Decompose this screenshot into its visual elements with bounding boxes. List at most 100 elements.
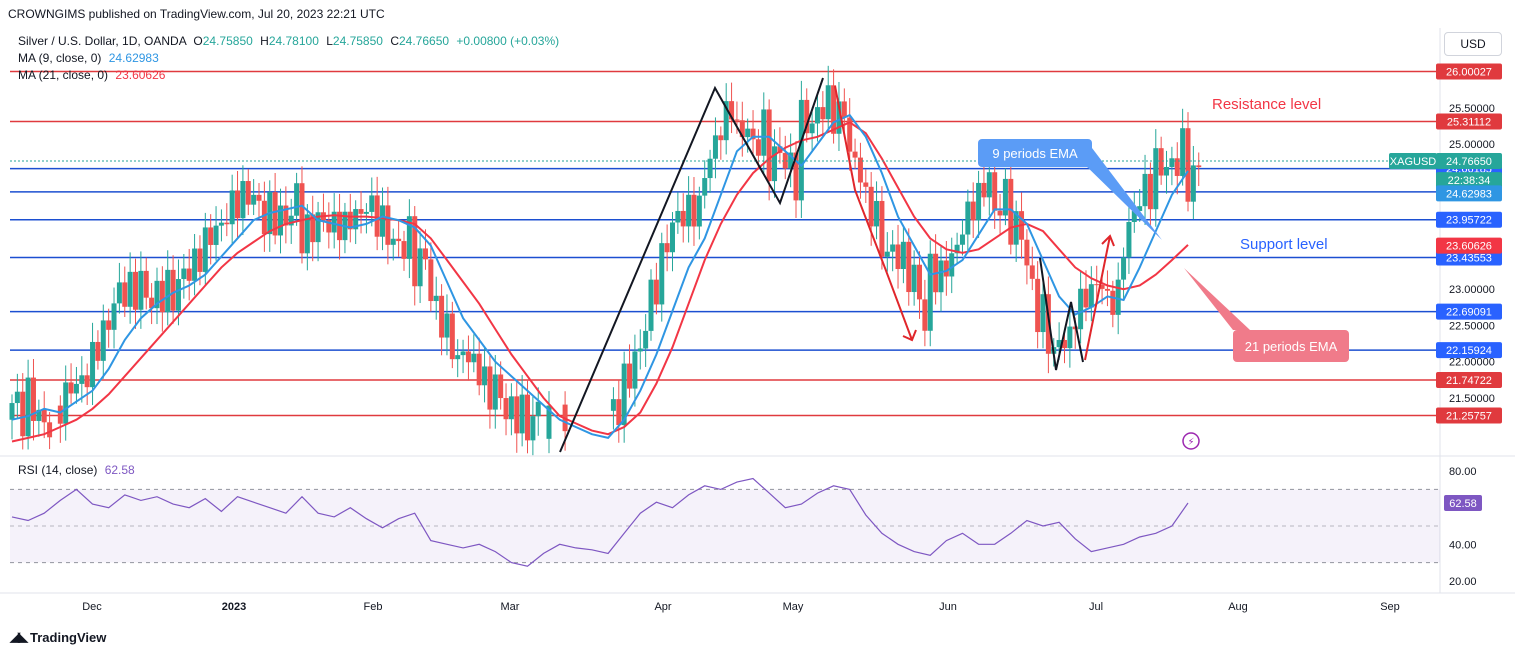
candle-body [793,152,799,201]
candle-body [218,222,224,226]
time-tick-label: 2023 [222,601,246,613]
ma21-label: MA (21, close, 0) [18,68,109,82]
candle-body [283,205,289,226]
price-tick-label: 22.00000 [1449,357,1495,369]
candle-body [390,238,396,245]
time-tick-label: May [783,601,804,613]
candle-body [439,295,445,338]
candle-body [353,209,359,230]
candle-body [890,244,896,252]
candle-body [487,366,493,410]
candle-body [900,241,906,270]
candle-body [976,182,982,221]
candle-body [57,405,63,424]
red-arrow-down-head [902,329,917,342]
candle-body [299,183,305,254]
candle-body [20,391,26,437]
candle-body [718,135,724,141]
price-tag [1436,185,1502,202]
candle-body [798,99,804,201]
tradingview-logo-icon: ◢◣ [10,629,28,644]
candle-body [358,209,364,214]
candle-body [911,264,917,293]
candle-body [138,270,144,310]
ema9-callout: 9 periods EMA [978,139,1092,167]
ma21-line [11,121,1189,443]
time-tick-label: Jul [1089,601,1103,613]
ma9-value: 24.62983 [108,51,159,65]
candle-body [1137,206,1143,211]
candle-body [1131,210,1137,223]
candle-body [874,200,880,227]
candle-body [627,363,633,389]
red-arrow-up-head [1101,234,1115,247]
currency-selector[interactable]: USD [1444,32,1502,56]
candle-body [879,200,885,257]
time-tick-label: Apr [654,601,671,613]
candle-body [1008,178,1014,245]
candle-body [616,399,622,426]
candle-body [251,194,257,205]
candle-body [696,195,702,227]
candle-body [680,210,686,227]
candle-body [401,241,407,259]
candle-body [1061,339,1067,349]
candle-body [847,117,853,152]
candle-body [471,353,477,363]
candle-body [127,271,133,307]
candle-body [895,244,901,270]
candle-body [315,212,321,243]
candle-body [186,268,192,281]
candle-body [106,320,112,330]
candle-body [959,234,965,245]
candle-body [836,101,842,134]
candle-body [1190,165,1196,202]
candle-body [202,227,208,272]
candle-body [1088,284,1094,308]
candle-body [943,260,949,277]
candle-body [455,355,461,360]
tradingview-logo[interactable]: ◢◣ TradingView [10,629,106,645]
candle-body [519,394,525,434]
candle-body [755,139,761,156]
candle-body [310,214,316,243]
level-tag [1436,372,1502,389]
candle-body [154,280,160,309]
candle-body [734,119,740,121]
candle-body [245,181,251,205]
change-value: +0.00800 (+0.03%) [456,34,560,48]
candle-body [970,201,976,221]
ema9-callout-pointer [1080,148,1162,240]
candle-body [79,375,85,384]
candle-body [385,205,391,245]
level-tag [1436,63,1502,80]
time-tick-label: Sep [1380,601,1400,613]
candle-body [669,222,675,253]
price-tag-label: 23.60626 [1446,241,1492,253]
candle-body [1180,128,1186,176]
lightning-event-glyph: ⚡ [1187,437,1194,448]
rsi-label: RSI (14, close) [18,463,98,477]
candle-body [1121,257,1127,280]
level-tag [1436,342,1502,359]
candle-body [610,399,616,411]
time-tick-label: Aug [1228,601,1248,613]
level-tag [1436,303,1502,320]
candle-body [369,195,375,212]
level-tag [1436,211,1502,228]
candle-body [498,374,504,399]
time-tick-label: Dec [82,601,102,613]
candle-body [653,279,659,305]
candle-body [1153,148,1159,210]
candle-body [143,270,149,298]
price-tag-label: 24.62983 [1446,188,1492,200]
black-trendline-up [559,77,824,453]
candle-body [84,375,90,388]
close-value: 24.76650 [398,34,450,48]
candle-body [347,211,353,230]
candle-body [133,271,139,310]
candle-body [1083,288,1089,308]
candle-body [514,396,520,434]
candle-body [412,216,418,287]
